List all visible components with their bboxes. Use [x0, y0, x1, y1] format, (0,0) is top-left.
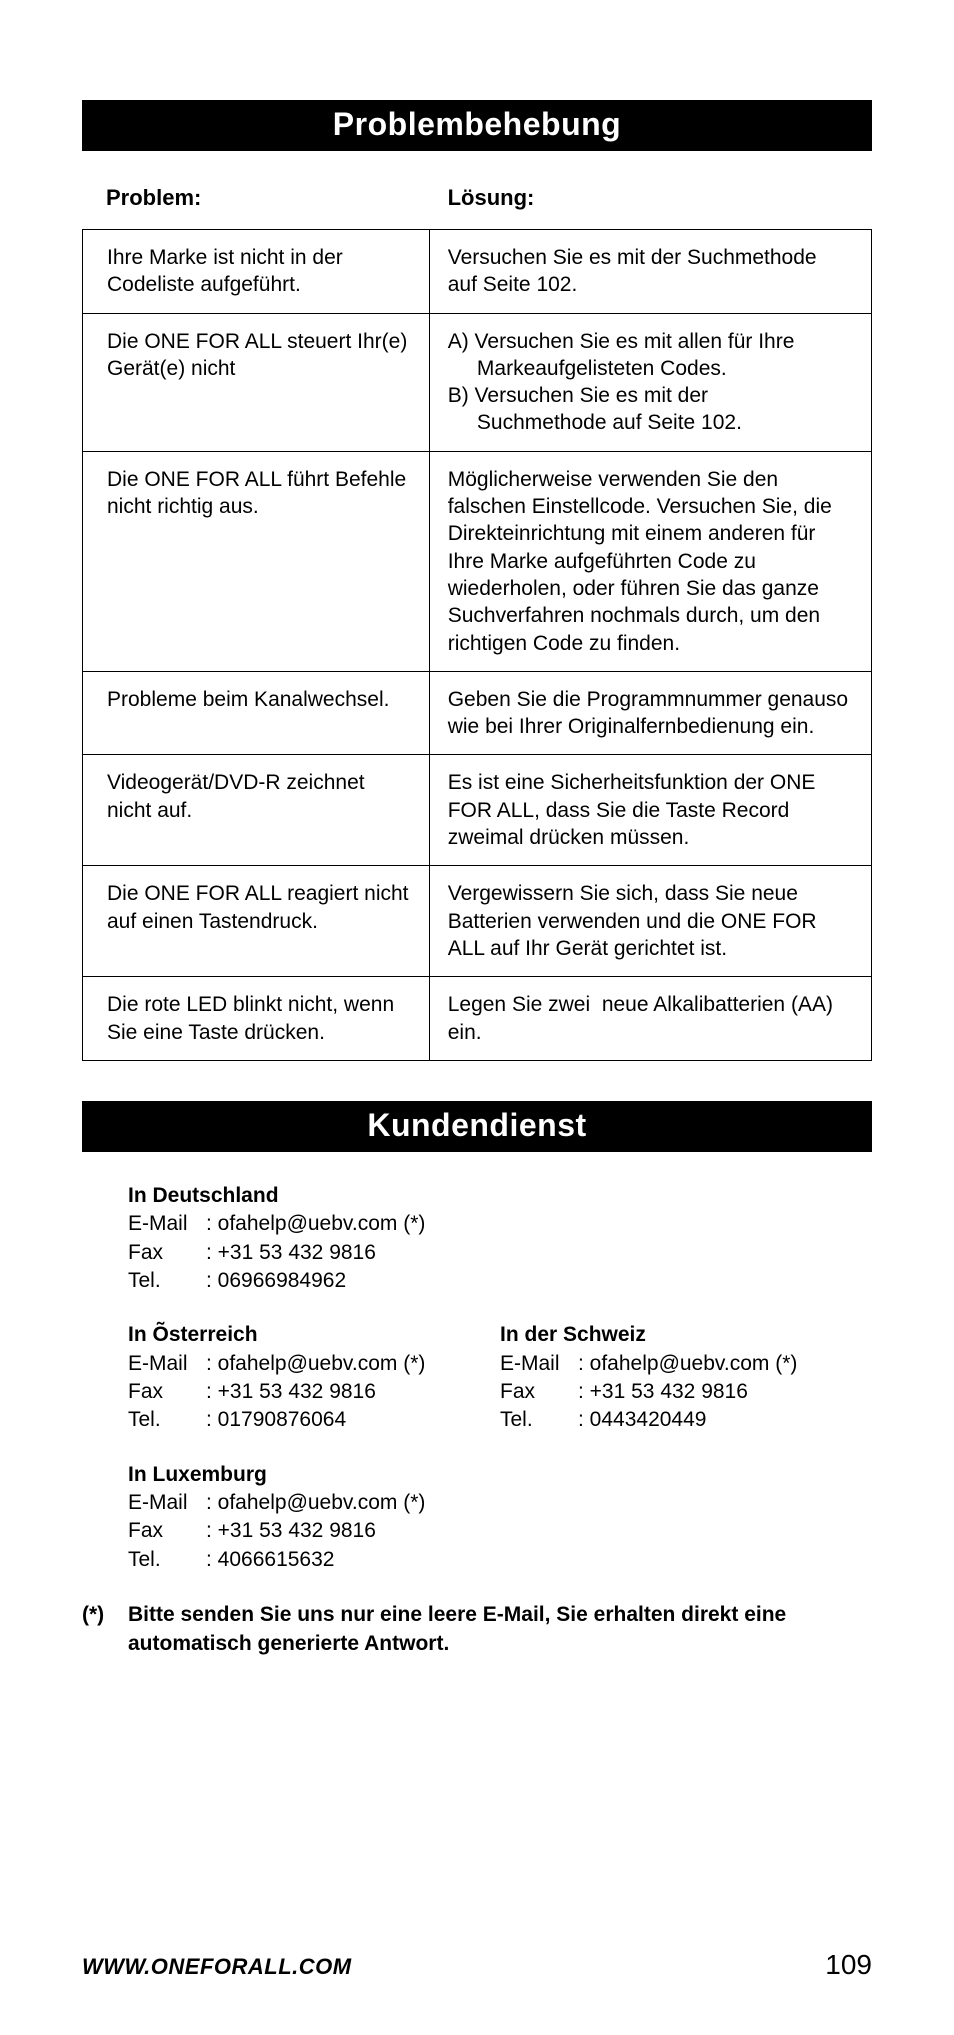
contact-label: Fax — [128, 1517, 206, 1545]
contact-value: : 4066615632 — [206, 1546, 334, 1574]
contact-tel: Tel.: 01790876064 — [128, 1406, 500, 1434]
table-header-row: Problem: Lösung: — [82, 167, 872, 229]
footnote-marker: (*) — [82, 1600, 128, 1659]
contact-label: Tel. — [128, 1546, 206, 1574]
problem-cell: Ihre Marke ist nicht in der Codeliste au… — [83, 230, 430, 313]
solution-cell: Möglicherweise verwenden Sie den falsche… — [430, 452, 871, 671]
table-row: Die ONE FOR ALL führt Befehle nicht rich… — [83, 452, 871, 672]
problem-cell: Videogerät/DVD-R zeichnet nicht auf. — [83, 755, 430, 865]
page-number: 109 — [825, 1949, 872, 1981]
problem-cell: Die ONE FOR ALL steuert Ihr(e) Gerät(e) … — [83, 314, 430, 451]
contact-value: : +31 53 432 9816 — [578, 1378, 748, 1406]
contact-tel: Tel.: 06966984962 — [128, 1267, 500, 1295]
contact-value: : +31 53 432 9816 — [206, 1378, 376, 1406]
solution-cell: Geben Sie die Programmnummer genauso wie… — [430, 672, 871, 755]
contact-fax: Fax: +31 53 432 9816 — [128, 1378, 500, 1406]
table-header-problem: Problem: — [82, 185, 430, 211]
contact-value: : ofahelp@uebv.com (*) — [578, 1350, 797, 1378]
contact-title: In Deutschland — [128, 1182, 500, 1210]
contact-email: E-Mail: ofahelp@uebv.com (*) — [500, 1350, 872, 1378]
problem-cell: Die ONE FOR ALL führt Befehle nicht rich… — [83, 452, 430, 671]
table-row: Probleme beim Kanalwechsel. Geben Sie di… — [83, 672, 871, 756]
contact-label: Tel. — [128, 1267, 206, 1295]
contact-label: E-Mail — [500, 1350, 578, 1378]
table-row: Die rote LED blinkt nicht, wenn Sie eine… — [83, 977, 871, 1060]
contact-value: : +31 53 432 9816 — [206, 1517, 376, 1545]
customer-service-section: Kundendienst In Deutschland E-Mail: ofah… — [82, 1101, 872, 1659]
contact-label: E-Mail — [128, 1210, 206, 1238]
contact-fax: Fax: +31 53 432 9816 — [128, 1517, 500, 1545]
troubleshooting-table: Problem: Lösung: Ihre Marke ist nicht in… — [82, 167, 872, 1061]
problem-cell: Die rote LED blinkt nicht, wenn Sie eine… — [83, 977, 430, 1060]
contact-label: Fax — [128, 1239, 206, 1267]
table-header-solution: Lösung: — [430, 185, 872, 211]
solution-cell: Vergewissern Sie sich, dass Sie neue Bat… — [430, 866, 871, 976]
table-row: Videogerät/DVD-R zeichnet nicht auf. Es … — [83, 755, 871, 866]
solution-cell: Es ist eine Sicherheitsfunktion der ONE … — [430, 755, 871, 865]
contact-row: In Luxemburg E-Mail: ofahelp@uebv.com (*… — [128, 1461, 872, 1574]
section-title-troubleshooting: Problembehebung — [82, 100, 872, 151]
contact-email: E-Mail: ofahelp@uebv.com (*) — [128, 1489, 500, 1517]
contact-label: Tel. — [128, 1406, 206, 1434]
contact-fax: Fax: +31 53 432 9816 — [128, 1239, 500, 1267]
contact-block-germany: In Deutschland E-Mail: ofahelp@uebv.com … — [128, 1182, 500, 1295]
contact-label: E-Mail — [128, 1489, 206, 1517]
contact-value: : ofahelp@uebv.com (*) — [206, 1210, 425, 1238]
problem-cell: Probleme beim Kanalwechsel. — [83, 672, 430, 755]
table-row: Die ONE FOR ALL reagiert nicht auf einen… — [83, 866, 871, 977]
contact-value: : ofahelp@uebv.com (*) — [206, 1489, 425, 1517]
footer-url: WWW.ONEFORALL.COM — [82, 1954, 352, 1980]
contact-value: : ofahelp@uebv.com (*) — [206, 1350, 425, 1378]
contact-label: Fax — [128, 1378, 206, 1406]
contact-value: : 01790876064 — [206, 1406, 346, 1434]
contact-label: Fax — [500, 1378, 578, 1406]
problem-cell: Die ONE FOR ALL reagiert nicht auf einen… — [83, 866, 430, 976]
contact-email: E-Mail: ofahelp@uebv.com (*) — [128, 1210, 500, 1238]
table-row: Die ONE FOR ALL steuert Ihr(e) Gerät(e) … — [83, 314, 871, 452]
contact-block-switzerland: In der Schweiz E-Mail: ofahelp@uebv.com … — [500, 1321, 872, 1434]
contact-title: In Õsterreich — [128, 1321, 500, 1349]
contact-tel: Tel.: 4066615632 — [128, 1546, 500, 1574]
table-body: Ihre Marke ist nicht in der Codeliste au… — [82, 229, 872, 1061]
footnote-text: Bitte senden Sie uns nur eine leere E-Ma… — [128, 1600, 872, 1659]
solution-cell: Legen Sie zwei neue Alkalibatterien (AA)… — [430, 977, 871, 1060]
contact-row: In Õsterreich E-Mail: ofahelp@uebv.com (… — [128, 1321, 872, 1434]
contact-value: : 06966984962 — [206, 1267, 346, 1295]
contact-value: : +31 53 432 9816 — [206, 1239, 376, 1267]
contact-label: Tel. — [500, 1406, 578, 1434]
contact-value: : 0443420449 — [578, 1406, 706, 1434]
contact-title: In Luxemburg — [128, 1461, 500, 1489]
section-title-service: Kundendienst — [82, 1101, 872, 1152]
contact-tel: Tel.: 0443420449 — [500, 1406, 872, 1434]
contact-row: In Deutschland E-Mail: ofahelp@uebv.com … — [128, 1182, 872, 1295]
contact-label: E-Mail — [128, 1350, 206, 1378]
solution-cell: A) Versuchen Sie es mit allen für Ihre M… — [430, 314, 871, 451]
contact-title: In der Schweiz — [500, 1321, 872, 1349]
contact-fax: Fax: +31 53 432 9816 — [500, 1378, 872, 1406]
contact-block-luxembourg: In Luxemburg E-Mail: ofahelp@uebv.com (*… — [128, 1461, 500, 1574]
solution-cell: Versuchen Sie es mit der Suchmethode auf… — [430, 230, 871, 313]
footnote: (*) Bitte senden Sie uns nur eine leere … — [82, 1600, 872, 1659]
table-row: Ihre Marke ist nicht in der Codeliste au… — [83, 230, 871, 314]
contact-email: E-Mail: ofahelp@uebv.com (*) — [128, 1350, 500, 1378]
contacts-container: In Deutschland E-Mail: ofahelp@uebv.com … — [82, 1182, 872, 1574]
page-footer: WWW.ONEFORALL.COM 109 — [82, 1949, 872, 1981]
contact-block-austria: In Õsterreich E-Mail: ofahelp@uebv.com (… — [128, 1321, 500, 1434]
